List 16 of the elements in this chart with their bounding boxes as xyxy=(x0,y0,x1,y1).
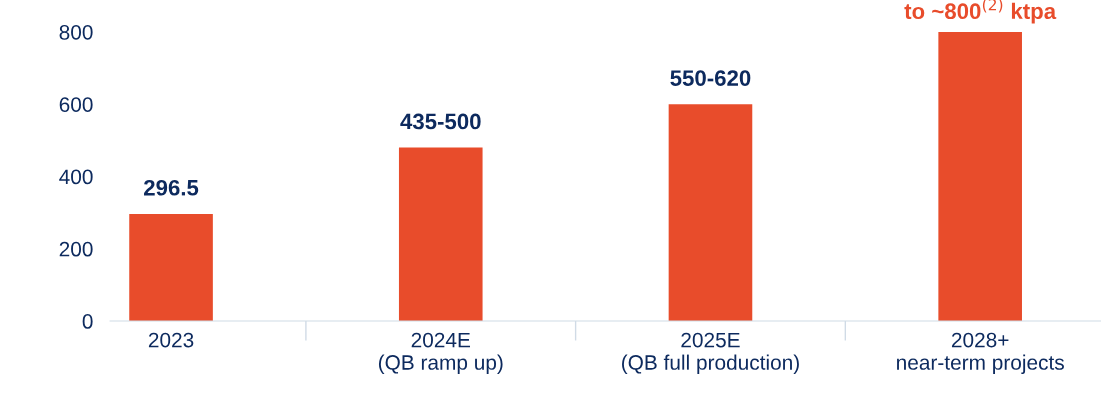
x-tick-label: 2024E (QB ramp up) xyxy=(378,332,503,374)
x-tick-label: 2023 xyxy=(148,332,194,348)
x-tick-label: 2028+ near-term projects xyxy=(897,332,1064,374)
bar xyxy=(398,147,483,322)
bar xyxy=(938,32,1022,322)
y-tick-label: 800 xyxy=(59,25,93,40)
bar xyxy=(668,104,753,322)
y-tick-label: 0 xyxy=(82,314,93,329)
data-label: 435-500 xyxy=(400,113,481,130)
y-tick-label: 400 xyxy=(59,169,93,185)
bar xyxy=(129,213,213,322)
y-tick-label: 600 xyxy=(59,97,93,113)
data-label: 550-620 xyxy=(670,70,751,86)
x-tick-label: 2025E (QB full production) xyxy=(622,332,799,374)
data-label: 296.5 xyxy=(144,179,199,196)
y-tick-label: 200 xyxy=(59,241,93,257)
